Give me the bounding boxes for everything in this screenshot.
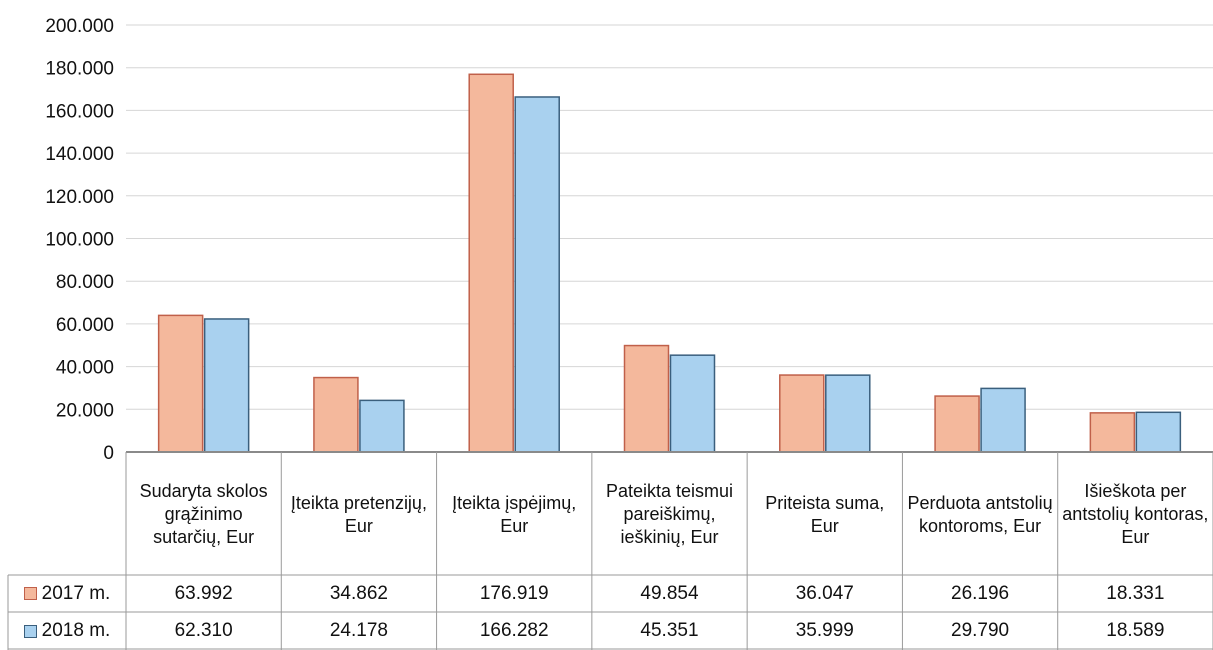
data-label: 36.047 [795, 582, 854, 604]
data-label: 26.196 [951, 582, 1010, 604]
category-label: Išieškota per antstolių kontoras, Eur [1062, 481, 1209, 547]
legend-swatch [23, 587, 37, 600]
bar-2018 [980, 387, 1026, 453]
bar-2017 [779, 374, 825, 453]
bar-2017 [157, 314, 204, 453]
data-label: 24.178 [329, 620, 388, 641]
legend-entry: 2018 m. [8, 612, 126, 650]
bar-2018 [514, 96, 560, 453]
category-label: Įteikta pretenzijų, Eur [290, 492, 427, 536]
legend-entry: 2017 m. [8, 575, 126, 612]
bar-2017 [1089, 412, 1136, 453]
y-tick-label: 160.000 [45, 101, 114, 122]
category-label: Sudaryta skolos grąžinimo sutarčių, Eur [139, 481, 268, 547]
legend-swatch [23, 624, 37, 638]
bar-2018 [359, 399, 405, 453]
data-label: 18.331 [1106, 582, 1165, 604]
y-tick-label: 180.000 [45, 59, 114, 80]
data-label: 35.999 [795, 620, 854, 641]
data-label: 45.351 [640, 620, 699, 641]
category-label: Pateikta teismui pareiškimų, ieškinių, E… [605, 481, 734, 547]
bar-2017 [468, 73, 514, 453]
data-label: 176.919 [479, 582, 549, 604]
y-tick-label: 0 [103, 443, 114, 464]
data-label: 49.854 [640, 582, 699, 604]
y-tick-label: 20.000 [56, 400, 114, 421]
y-tick-label: 40.000 [56, 358, 114, 379]
bar-2018 [203, 318, 250, 453]
bar-2017 [313, 376, 359, 453]
data-label: 34.862 [329, 582, 388, 604]
bar-2017 [623, 344, 670, 453]
y-tick-label: 100.000 [45, 230, 114, 251]
data-label: 63.992 [174, 582, 233, 604]
bar-2018 [1135, 411, 1182, 453]
category-label: Perduota antstolių kontoroms, Eur [907, 492, 1053, 536]
y-tick-label: 140.000 [45, 144, 114, 165]
category-label: Priteista suma, Eur [765, 492, 885, 536]
legend-label: 2018 m. [41, 620, 111, 641]
data-label: 166.282 [479, 620, 549, 641]
data-label: 18.589 [1106, 620, 1165, 641]
data-label: 29.790 [951, 620, 1010, 641]
bar-2017 [934, 395, 980, 453]
bar-2018 [669, 354, 716, 453]
y-tick-label: 80.000 [56, 272, 114, 293]
y-tick-label: 60.000 [56, 315, 114, 336]
bar-2018 [825, 374, 871, 453]
y-tick-label: 200.000 [45, 16, 114, 37]
y-tick-label: 120.000 [45, 187, 114, 208]
legend-label: 2017 m. [41, 582, 111, 604]
data-label: 62.310 [174, 620, 233, 641]
category-label: Įteikta įspėjimų, Eur [452, 492, 577, 536]
